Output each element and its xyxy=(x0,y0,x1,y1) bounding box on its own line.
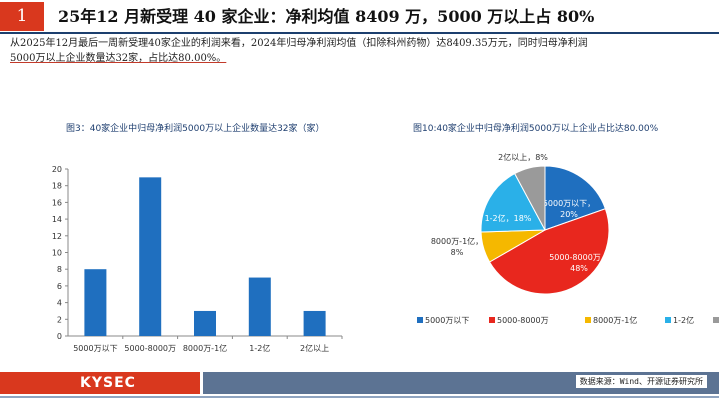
bar xyxy=(303,310,326,336)
y-tick-label: 18 xyxy=(52,182,62,191)
pie-data-label: 5000-8000万， 48% xyxy=(549,253,609,273)
legend-swatch xyxy=(489,317,495,323)
bar xyxy=(139,177,162,336)
y-tick-label: 14 xyxy=(52,215,62,224)
bar xyxy=(84,269,107,336)
legend-entry: 8000万-1亿 xyxy=(593,315,637,325)
legend-swatch xyxy=(713,317,719,323)
bar-chart-title: 图3：40家企业中归母净利润5000万以上企业数量达32家（家） xyxy=(66,124,325,134)
bar xyxy=(248,277,271,336)
y-tick-label: 20 xyxy=(52,165,62,174)
pie-data-label: 2亿以上，8% xyxy=(498,152,548,162)
section-number: 1 xyxy=(0,2,44,31)
header: 1 25年12 月新受理 40 家企业：净利均值 8409 万，5000 万以上… xyxy=(0,0,719,34)
pie-slice xyxy=(514,165,546,231)
bottom-divider xyxy=(0,396,719,398)
description-line-2: 5000万以上企业数量达32家，占比达80.00%。 xyxy=(10,53,227,64)
y-tick-label: 0 xyxy=(57,332,62,341)
pie-data-label: 1-2亿，18% xyxy=(485,213,532,223)
pie-slice xyxy=(480,172,546,233)
description: 从2025年12月最后一周新受理40家企业的利润来看，2024年归母净利润均值（… xyxy=(10,36,710,66)
x-tick-label: 2亿以上 xyxy=(300,343,329,353)
title-divider xyxy=(0,32,719,34)
data-source: 数据来源：Wind、开源证券研究所 xyxy=(575,375,707,388)
bar xyxy=(194,310,216,336)
pie-data-label: 8000万-1亿， 8% xyxy=(431,236,483,257)
x-tick-label: 5000万以下 xyxy=(73,344,117,353)
legend-entry: 5000万以下 xyxy=(425,316,469,325)
y-tick-label: 2 xyxy=(57,315,62,324)
legend-entry: 1-2亿 xyxy=(673,315,694,325)
pie-slice xyxy=(488,208,610,295)
pie-data-label: 5000万以下， 20% xyxy=(543,199,595,219)
y-tick-label: 6 xyxy=(57,282,62,291)
legend-entry: 5000-8000万 xyxy=(497,316,549,325)
y-tick-label: 4 xyxy=(57,299,62,308)
x-tick-label: 5000-8000万 xyxy=(124,344,176,353)
y-tick-label: 8 xyxy=(57,265,62,274)
y-tick-label: 12 xyxy=(52,232,62,241)
legend-swatch xyxy=(417,317,423,323)
footer-logo-band: KYSEC xyxy=(0,372,200,394)
company-logo: KYSEC xyxy=(80,375,136,391)
page-title: 25年12 月新受理 40 家企业：净利均值 8409 万，5000 万以上占 … xyxy=(58,7,595,26)
y-tick-label: 10 xyxy=(52,249,62,258)
legend-swatch xyxy=(585,317,591,323)
x-tick-label: 8000万-1亿 xyxy=(183,343,227,353)
description-line-1: 从2025年12月最后一周新受理40家企业的利润来看，2024年归母净利润均值（… xyxy=(10,38,588,49)
x-tick-label: 1-2亿 xyxy=(249,343,270,353)
y-tick-label: 16 xyxy=(52,198,62,207)
legend-swatch xyxy=(665,317,671,323)
pie-chart-title: 图10:40家企业中归母净利润5000万以上企业占比达80.00% xyxy=(413,124,659,134)
